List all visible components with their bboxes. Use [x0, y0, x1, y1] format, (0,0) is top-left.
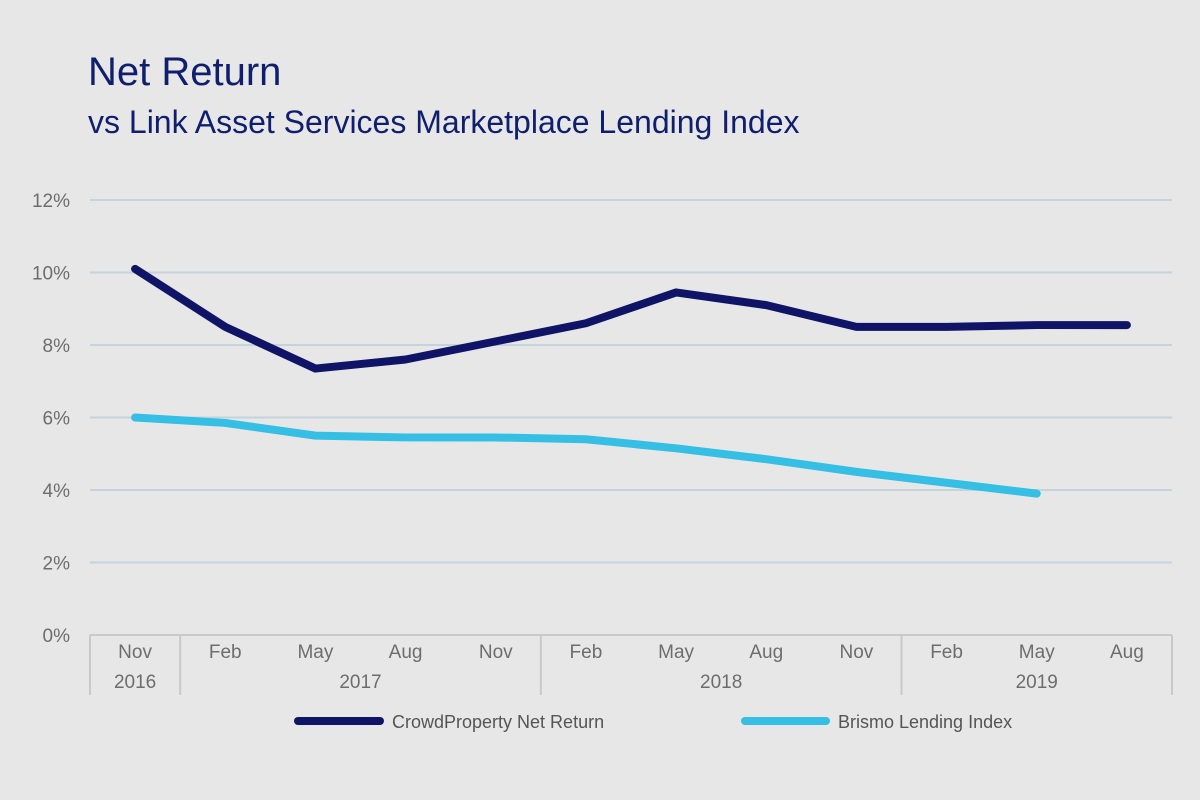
y-tick-label: 12% — [32, 191, 70, 212]
legend-label: Brismo Lending Index — [838, 712, 1012, 732]
x-tick-label: May — [297, 642, 333, 663]
series-line — [131, 264, 1131, 373]
x-year-label: 2017 — [339, 672, 381, 693]
y-axis: 0% 2% 4% 6% 8% 10% 12% — [32, 191, 70, 647]
x-tick-label: Feb — [209, 642, 242, 663]
x-tick-label: Feb — [570, 642, 603, 663]
x-tick-label: Nov — [840, 642, 874, 663]
series-lines — [131, 264, 1131, 498]
x-tick-label: Aug — [1110, 642, 1144, 663]
x-year-label: 2016 — [114, 672, 156, 693]
x-tick-label: May — [1019, 642, 1055, 663]
y-tick-label: 4% — [43, 481, 71, 502]
y-tick-label: 8% — [43, 336, 71, 357]
x-year-label: 2019 — [1016, 672, 1058, 693]
y-tick-label: 6% — [43, 409, 71, 430]
x-tick-label: Nov — [118, 642, 152, 663]
legend-label: CrowdProperty Net Return — [392, 712, 604, 732]
x-tick-label: Feb — [930, 642, 963, 663]
chart-title: Net Return — [88, 50, 282, 94]
x-axis: 2016 2017 2018 2019 Nov Feb May Aug Nov Feb May Aug… — [89, 635, 1173, 695]
x-tick-label: May — [658, 642, 694, 663]
x-tick-label: Aug — [389, 642, 423, 663]
y-tick-label: 2% — [43, 554, 71, 575]
y-tick-label: 10% — [32, 264, 70, 285]
chart-subtitle: vs Link Asset Services Marketplace Lendi… — [88, 104, 800, 140]
x-tick-label: Aug — [749, 642, 783, 663]
legend: CrowdProperty Net Return Brismo Lending I… — [294, 712, 1012, 732]
x-tick-label: Nov — [479, 642, 513, 663]
series-line — [131, 413, 1041, 498]
y-tick-label: 0% — [43, 626, 71, 647]
grid-lines — [90, 199, 1172, 636]
x-year-label: 2018 — [700, 672, 742, 693]
